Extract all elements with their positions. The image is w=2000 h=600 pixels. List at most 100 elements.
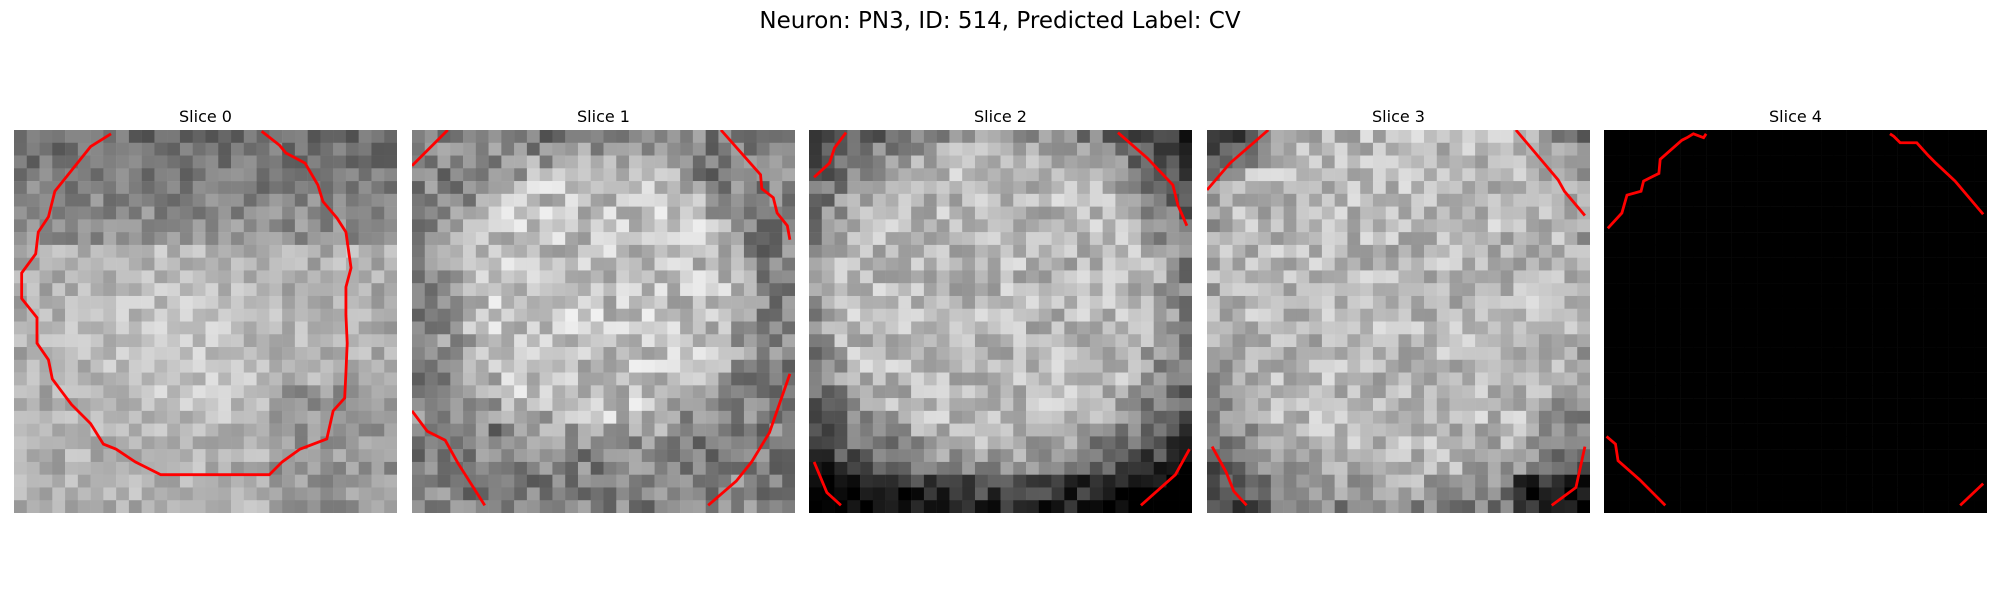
- pixel: [463, 130, 476, 143]
- pixel: [1630, 424, 1643, 437]
- pixel: [604, 411, 617, 424]
- pixel: [642, 385, 655, 398]
- pixel: [450, 360, 463, 373]
- pixel: [269, 500, 282, 513]
- pixel: [1513, 347, 1526, 360]
- pixel: [1910, 334, 1923, 347]
- pixel: [425, 360, 438, 373]
- pixel: [1630, 219, 1643, 232]
- pixel: [514, 449, 527, 462]
- pixel: [1064, 258, 1077, 271]
- pixel: [1309, 487, 1322, 500]
- pixel: [1064, 487, 1077, 500]
- pixel: [180, 219, 193, 232]
- pixel: [129, 487, 142, 500]
- pixel: [295, 181, 308, 194]
- pixel: [308, 334, 321, 347]
- pixel: [1501, 283, 1514, 296]
- pixel: [412, 475, 425, 488]
- pixel: [655, 156, 668, 169]
- pixel: [1719, 424, 1732, 437]
- slice-image-3: [1207, 130, 1590, 513]
- pixel: [193, 258, 206, 271]
- pixel: [193, 360, 206, 373]
- pixel: [1949, 232, 1962, 245]
- pixel: [1026, 398, 1039, 411]
- pixel: [1245, 270, 1258, 283]
- pixel: [873, 373, 886, 386]
- pixel: [1630, 360, 1643, 373]
- pixel: [988, 309, 1001, 322]
- pixel: [116, 334, 129, 347]
- pixel: [1630, 334, 1643, 347]
- pixel: [244, 296, 257, 309]
- pixel: [898, 232, 911, 245]
- pixel: [1386, 424, 1399, 437]
- pixel: [578, 181, 591, 194]
- pixel: [591, 385, 604, 398]
- pixel: [1233, 360, 1246, 373]
- pixel: [1961, 475, 1974, 488]
- pixel: [629, 424, 642, 437]
- pixel: [1719, 475, 1732, 488]
- pixel: [1526, 449, 1539, 462]
- pixel: [1399, 219, 1412, 232]
- pixel: [873, 411, 886, 424]
- pixel: [1910, 436, 1923, 449]
- pixel: [782, 258, 795, 271]
- pixel: [1207, 347, 1220, 360]
- pixel: [320, 143, 333, 156]
- pixel: [642, 487, 655, 500]
- pixel: [218, 258, 231, 271]
- pixel: [1770, 219, 1783, 232]
- pixel: [1284, 156, 1297, 169]
- pixel: [257, 475, 270, 488]
- pixel: [476, 283, 489, 296]
- pixel: [167, 347, 180, 360]
- pixel: [65, 475, 78, 488]
- pixel: [91, 385, 104, 398]
- pixel: [1630, 296, 1643, 309]
- pixel: [116, 207, 129, 220]
- pixel: [193, 181, 206, 194]
- pixel: [1103, 296, 1116, 309]
- pixel: [1437, 258, 1450, 271]
- pixel: [1001, 232, 1014, 245]
- pixel: [295, 309, 308, 322]
- pixel: [924, 398, 937, 411]
- pixel: [604, 424, 617, 437]
- pixel: [911, 347, 924, 360]
- pixel: [1179, 296, 1192, 309]
- pixel: [988, 296, 1001, 309]
- pixel: [962, 449, 975, 462]
- pixel: [1949, 296, 1962, 309]
- pixel: [1271, 156, 1284, 169]
- pixel: [384, 424, 397, 437]
- pixel: [911, 487, 924, 500]
- pixel: [1821, 487, 1834, 500]
- pixel: [924, 194, 937, 207]
- pixel: [540, 360, 553, 373]
- pixel: [1128, 487, 1141, 500]
- pixel: [412, 296, 425, 309]
- pixel: [1179, 398, 1192, 411]
- pixel: [231, 449, 244, 462]
- pixel: [1859, 181, 1872, 194]
- pixel: [731, 245, 744, 258]
- pixel: [1668, 360, 1681, 373]
- pixel: [116, 296, 129, 309]
- pixel: [1783, 130, 1796, 143]
- pixel: [1974, 449, 1987, 462]
- pixel: [693, 411, 706, 424]
- pixel: [655, 258, 668, 271]
- pixel: [1910, 309, 1923, 322]
- pixel: [744, 232, 757, 245]
- pixel: [1424, 475, 1437, 488]
- pixel: [680, 143, 693, 156]
- pixel: [1141, 462, 1154, 475]
- pixel: [1475, 360, 1488, 373]
- pixel: [450, 309, 463, 322]
- pixel: [1961, 322, 1974, 335]
- pixel: [1026, 462, 1039, 475]
- pixel: [1360, 424, 1373, 437]
